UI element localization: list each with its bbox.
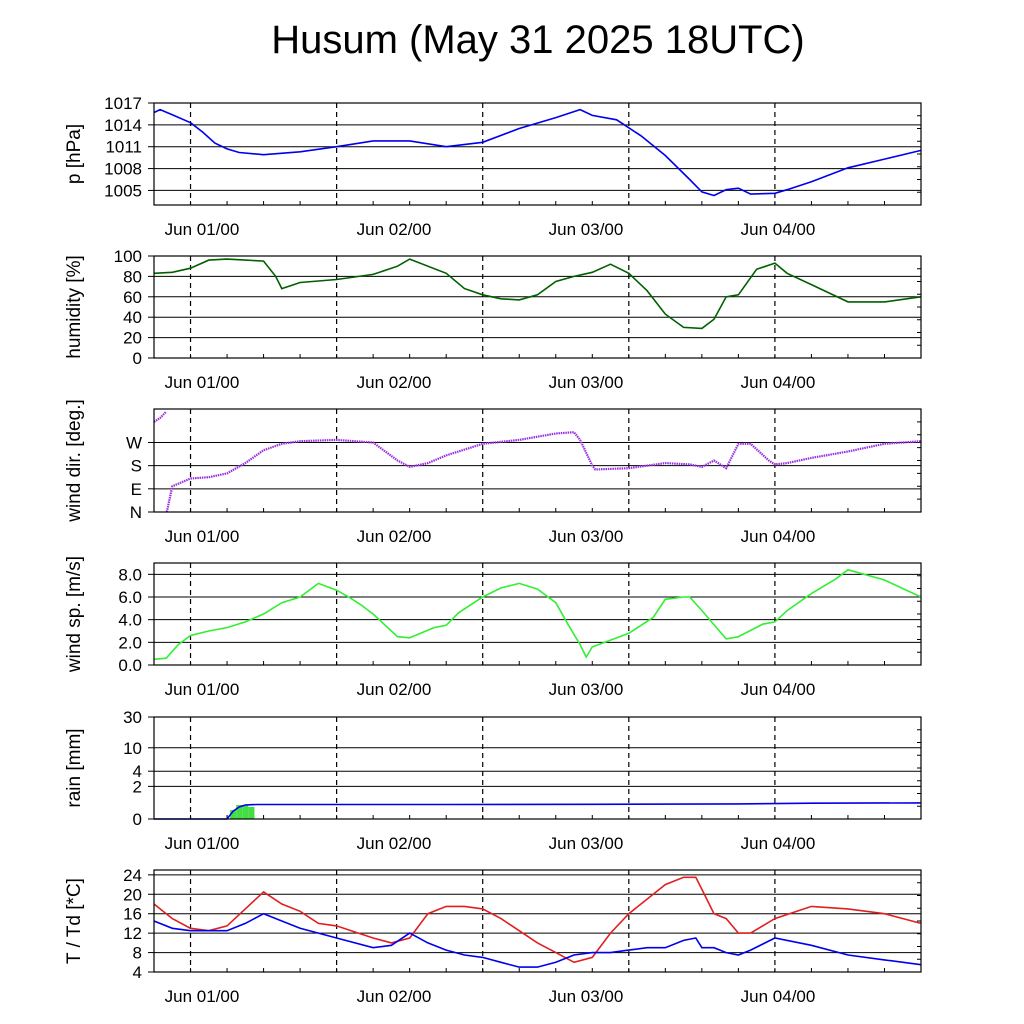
series-line xyxy=(153,108,922,197)
y-tick-label: 60 xyxy=(123,288,142,307)
y-tick-label: 8.0 xyxy=(118,565,142,584)
y-tick-label: 1017 xyxy=(104,94,142,113)
x-tick-label: Jun 03/00 xyxy=(549,527,624,546)
x-tick-label: Jun 03/00 xyxy=(549,987,624,1006)
y-tick-label: 40 xyxy=(123,308,142,327)
y-tick-label: 1005 xyxy=(104,181,142,200)
y-tick-label: 4 xyxy=(133,963,142,982)
rain-bar xyxy=(248,806,255,819)
y-tick-label: 30 xyxy=(123,708,142,727)
x-tick-label: Jun 04/00 xyxy=(741,373,816,392)
y-tick-label: 16 xyxy=(123,905,142,924)
y-tick-label: 10 xyxy=(123,739,142,758)
x-tick-label: Jun 01/00 xyxy=(165,680,240,699)
y-tick-label: S xyxy=(131,457,142,476)
y-tick-label: 8 xyxy=(133,944,142,963)
y-tick-label: 20 xyxy=(123,885,142,904)
y-tick-label: W xyxy=(126,433,142,452)
y-tick-label: N xyxy=(130,503,142,522)
y-tick-label: 1011 xyxy=(105,138,142,157)
x-tick-label: Jun 01/00 xyxy=(165,373,240,392)
y-tick-label: 2 xyxy=(133,777,142,796)
x-tick-label: Jun 01/00 xyxy=(165,220,240,239)
y-tick-label: 2.0 xyxy=(118,633,142,652)
y-tick-label: 4 xyxy=(133,762,142,781)
y-axis-label: T / Td [*C] xyxy=(64,878,85,964)
x-tick-label: Jun 03/00 xyxy=(549,680,624,699)
plot-frame xyxy=(153,102,922,206)
x-tick-label: Jun 03/00 xyxy=(549,220,624,239)
y-tick-label: 12 xyxy=(123,924,142,943)
y-axis-label: wind dir. [deg.] xyxy=(64,399,85,523)
y-tick-label: 0 xyxy=(133,349,142,368)
x-tick-label: Jun 02/00 xyxy=(357,373,432,392)
series-line xyxy=(153,568,922,661)
y-tick-label: 1008 xyxy=(104,160,142,179)
y-tick-label: 0.0 xyxy=(118,656,142,675)
y-tick-label: 0 xyxy=(133,810,142,829)
x-tick-label: Jun 02/00 xyxy=(357,220,432,239)
y-tick-label: 100 xyxy=(114,247,142,266)
x-tick-label: Jun 03/00 xyxy=(549,373,624,392)
rain-bar xyxy=(236,805,243,819)
rain-bar xyxy=(230,810,237,819)
x-tick-label: Jun 02/00 xyxy=(357,680,432,699)
x-tick-label: Jun 01/00 xyxy=(165,527,240,546)
y-axis-label: wind sp. [m/s] xyxy=(64,556,85,673)
y-axis-label: rain [mm] xyxy=(64,728,85,807)
x-tick-label: Jun 04/00 xyxy=(741,680,816,699)
y-tick-label: 4.0 xyxy=(118,611,142,630)
plot-frame xyxy=(153,869,922,973)
rain-bar xyxy=(242,805,249,819)
x-tick-label: Jun 04/00 xyxy=(741,987,816,1006)
series-line xyxy=(153,876,922,964)
y-axis-label: p [hPa] xyxy=(64,124,85,184)
y-tick-label: E xyxy=(131,480,142,499)
x-tick-label: Jun 02/00 xyxy=(357,987,432,1006)
y-tick-label: 20 xyxy=(123,329,142,348)
y-tick-label: 6.0 xyxy=(118,588,142,607)
x-tick-label: Jun 04/00 xyxy=(741,527,816,546)
y-tick-label: 24 xyxy=(123,866,142,885)
series-line xyxy=(153,410,922,513)
x-tick-label: Jun 01/00 xyxy=(165,834,240,853)
series-line xyxy=(153,912,922,968)
y-tick-label: 80 xyxy=(123,267,142,286)
plot-frame xyxy=(153,562,922,666)
x-tick-label: Jun 04/00 xyxy=(741,220,816,239)
plot-frame xyxy=(153,408,922,513)
x-tick-label: Jun 03/00 xyxy=(549,834,624,853)
plot-frame xyxy=(153,255,922,359)
series-line xyxy=(154,802,922,820)
series-line xyxy=(153,258,922,330)
x-tick-label: Jun 04/00 xyxy=(741,834,816,853)
x-tick-label: Jun 02/00 xyxy=(357,527,432,546)
chart-title: Husum (May 31 2025 18UTC) xyxy=(271,18,805,62)
plot-frame xyxy=(153,716,922,820)
y-axis-label: humidity [%] xyxy=(64,255,85,358)
x-tick-label: Jun 01/00 xyxy=(165,987,240,1006)
y-tick-label: 1014 xyxy=(104,116,142,135)
x-tick-label: Jun 02/00 xyxy=(357,834,432,853)
